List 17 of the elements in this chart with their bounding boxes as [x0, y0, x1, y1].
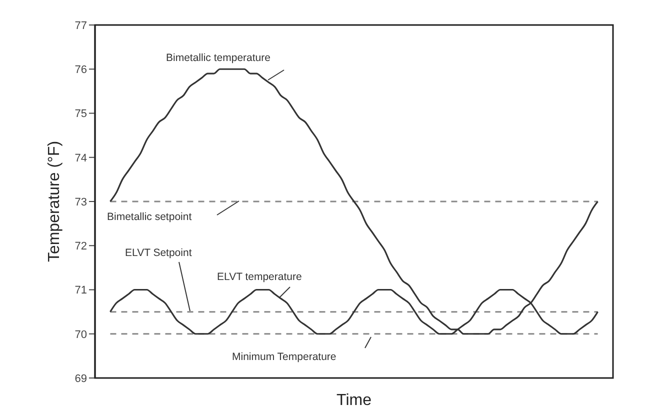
ref-line-label: Minimum Temperature [232, 351, 336, 363]
y-tick-label: 70 [74, 328, 87, 341]
series-label: ELVT temperature [217, 271, 302, 283]
y-axis-title: Temperature (°F) [46, 140, 63, 262]
y-tick-label: 77 [74, 20, 87, 32]
y-tick-label: 75 [74, 108, 87, 120]
y-tick-label: 71 [74, 284, 87, 297]
y-tick-label: 69 [74, 372, 87, 385]
y-tick-label: 74 [74, 152, 87, 164]
line-series [109, 68, 599, 335]
ref-line-label: ELVT Setpoint [125, 247, 192, 259]
y-tick-label: 76 [74, 64, 87, 76]
x-axis-title: Time [336, 392, 372, 409]
y-tick-label: 73 [74, 196, 87, 208]
y-tick-label: 72 [74, 240, 87, 253]
series-label: Bimetallic temperature [166, 52, 271, 64]
ref-line-label: Bimetallic setpoint [107, 211, 192, 223]
